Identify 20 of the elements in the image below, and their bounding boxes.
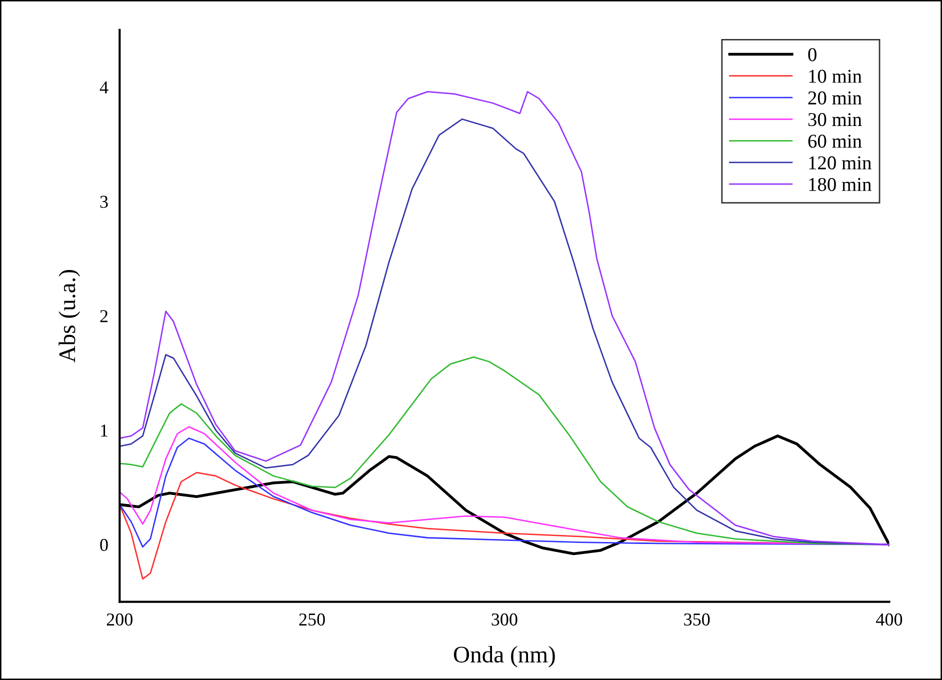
y-tick-label: 3 <box>100 196 108 208</box>
line-series <box>120 356 890 546</box>
y-tick-label: 1 <box>101 424 108 436</box>
x-axis-title: Onda (nm) <box>454 646 555 668</box>
legend-label: 10 min <box>809 70 862 83</box>
x-tick-label: 400 <box>876 613 902 626</box>
legend-label: 60 min <box>808 134 862 148</box>
legend-label: 20 min <box>808 91 862 105</box>
x-tick-label: 250 <box>299 613 325 626</box>
y-tick-label: 2 <box>100 310 108 322</box>
y-tick-label: 0 <box>100 538 108 552</box>
legend-label: 0 <box>808 48 816 62</box>
legend-label: 120 min <box>809 156 872 170</box>
x-tick-label: 300 <box>492 613 518 626</box>
x-tick-label: 350 <box>684 613 710 626</box>
y-tick-label: 4 <box>100 81 108 94</box>
legend-label: 180 min <box>809 178 872 192</box>
legend-label: 30 min <box>808 113 862 126</box>
x-tick-label: 200 <box>106 613 132 626</box>
y-axis-title: Abs (u.a.) <box>58 270 80 363</box>
